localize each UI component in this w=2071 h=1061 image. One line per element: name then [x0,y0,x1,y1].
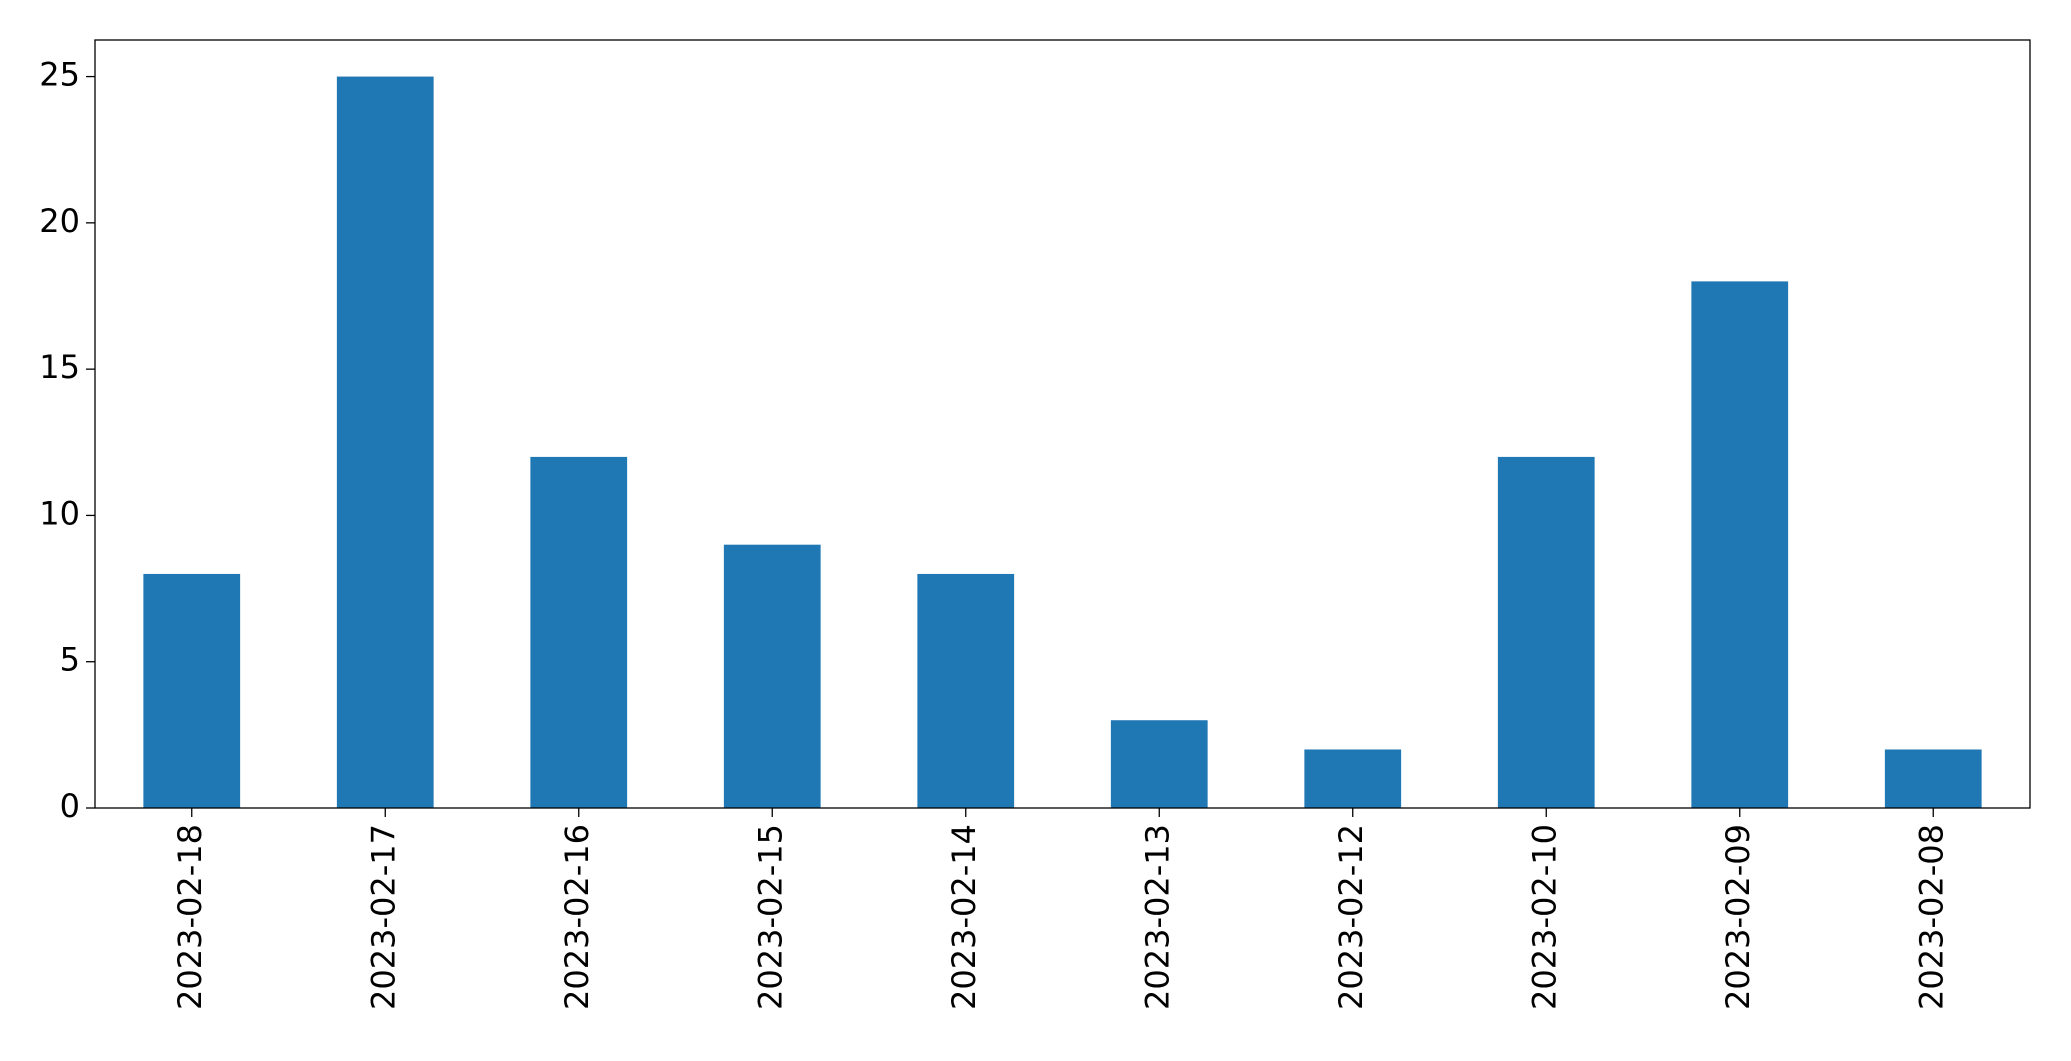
x-tick-label: 2023-02-08 [1912,824,1950,1010]
bar [723,544,821,808]
bar [1884,749,1982,808]
y-tick-label: 25 [39,56,80,94]
y-tick-label: 20 [39,202,80,240]
plot-frame [94,39,2031,809]
y-tick-label: 10 [39,494,80,532]
bar [917,573,1015,808]
y-tick-label: 5 [60,641,80,679]
x-tick-label: 2023-02-18 [171,824,209,1010]
x-tick-label: 2023-02-17 [364,824,402,1010]
bar [1110,720,1208,808]
x-tick-label: 2023-02-09 [1719,824,1757,1010]
x-tick-label: 2023-02-10 [1525,824,1563,1010]
x-tick-label: 2023-02-13 [1138,824,1176,1010]
bar [143,573,241,808]
x-tick-label: 2023-02-14 [945,824,983,1010]
bar [336,76,434,809]
x-tick-label: 2023-02-12 [1332,824,1370,1010]
bar [1304,749,1402,808]
bar [530,456,628,808]
y-tick-label: 15 [39,348,80,386]
bar [1691,281,1789,808]
x-tick-label: 2023-02-16 [558,824,596,1010]
bar [1497,456,1595,808]
x-tick-label: 2023-02-15 [751,824,789,1010]
y-tick-label: 0 [60,787,80,825]
